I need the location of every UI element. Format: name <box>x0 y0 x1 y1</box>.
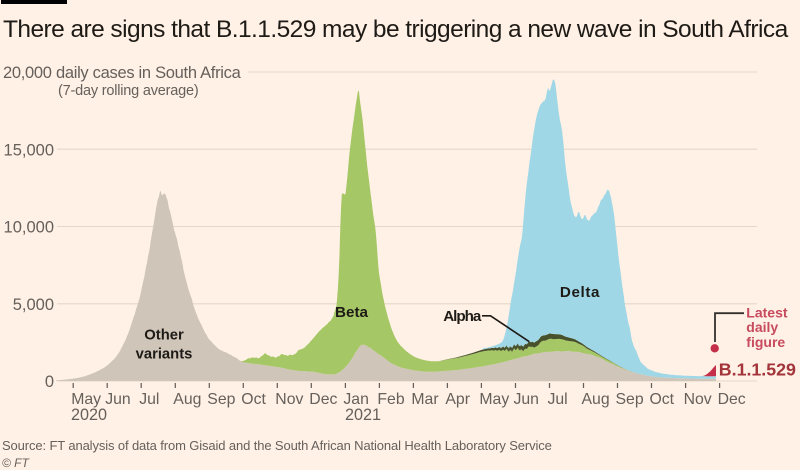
svg-text:5,000: 5,000 <box>13 296 54 314</box>
svg-text:Feb: Feb <box>377 391 404 408</box>
svg-text:Other: Other <box>144 328 184 344</box>
svg-text:Sep: Sep <box>616 391 644 408</box>
svg-text:Nov: Nov <box>275 391 303 408</box>
svg-text:10,000: 10,000 <box>4 219 54 237</box>
svg-text:variants: variants <box>136 347 193 363</box>
svg-text:2020: 2020 <box>71 406 107 424</box>
svg-text:figure: figure <box>746 334 785 350</box>
svg-text:Nov: Nov <box>684 391 712 408</box>
svg-text:Aug: Aug <box>582 391 610 408</box>
svg-text:Jul: Jul <box>139 391 159 408</box>
svg-text:Dec: Dec <box>718 391 746 408</box>
svg-text:2021: 2021 <box>345 406 381 424</box>
svg-text:May: May <box>479 391 509 408</box>
svg-text:0: 0 <box>45 373 54 391</box>
svg-text:Jul: Jul <box>548 391 568 408</box>
svg-text:Aug: Aug <box>173 391 201 408</box>
svg-text:B.1.1.529: B.1.1.529 <box>719 360 796 380</box>
svg-text:Alpha: Alpha <box>443 308 482 325</box>
svg-text:Jan: Jan <box>343 391 368 408</box>
svg-text:Sep: Sep <box>207 391 235 408</box>
svg-text:Latest: Latest <box>746 304 788 320</box>
svg-text:Delta: Delta <box>560 284 600 301</box>
svg-text:Jun: Jun <box>514 391 539 408</box>
svg-text:daily: daily <box>746 319 778 335</box>
svg-text:Oct: Oct <box>241 391 266 408</box>
svg-text:Oct: Oct <box>650 391 675 408</box>
svg-text:Jun: Jun <box>105 391 130 408</box>
svg-text:Apr: Apr <box>445 391 470 408</box>
svg-text:May: May <box>71 391 101 408</box>
svg-text:Beta: Beta <box>335 304 368 321</box>
svg-text:Dec: Dec <box>309 391 337 408</box>
svg-text:Mar: Mar <box>411 391 438 408</box>
svg-text:15,000: 15,000 <box>4 141 54 159</box>
